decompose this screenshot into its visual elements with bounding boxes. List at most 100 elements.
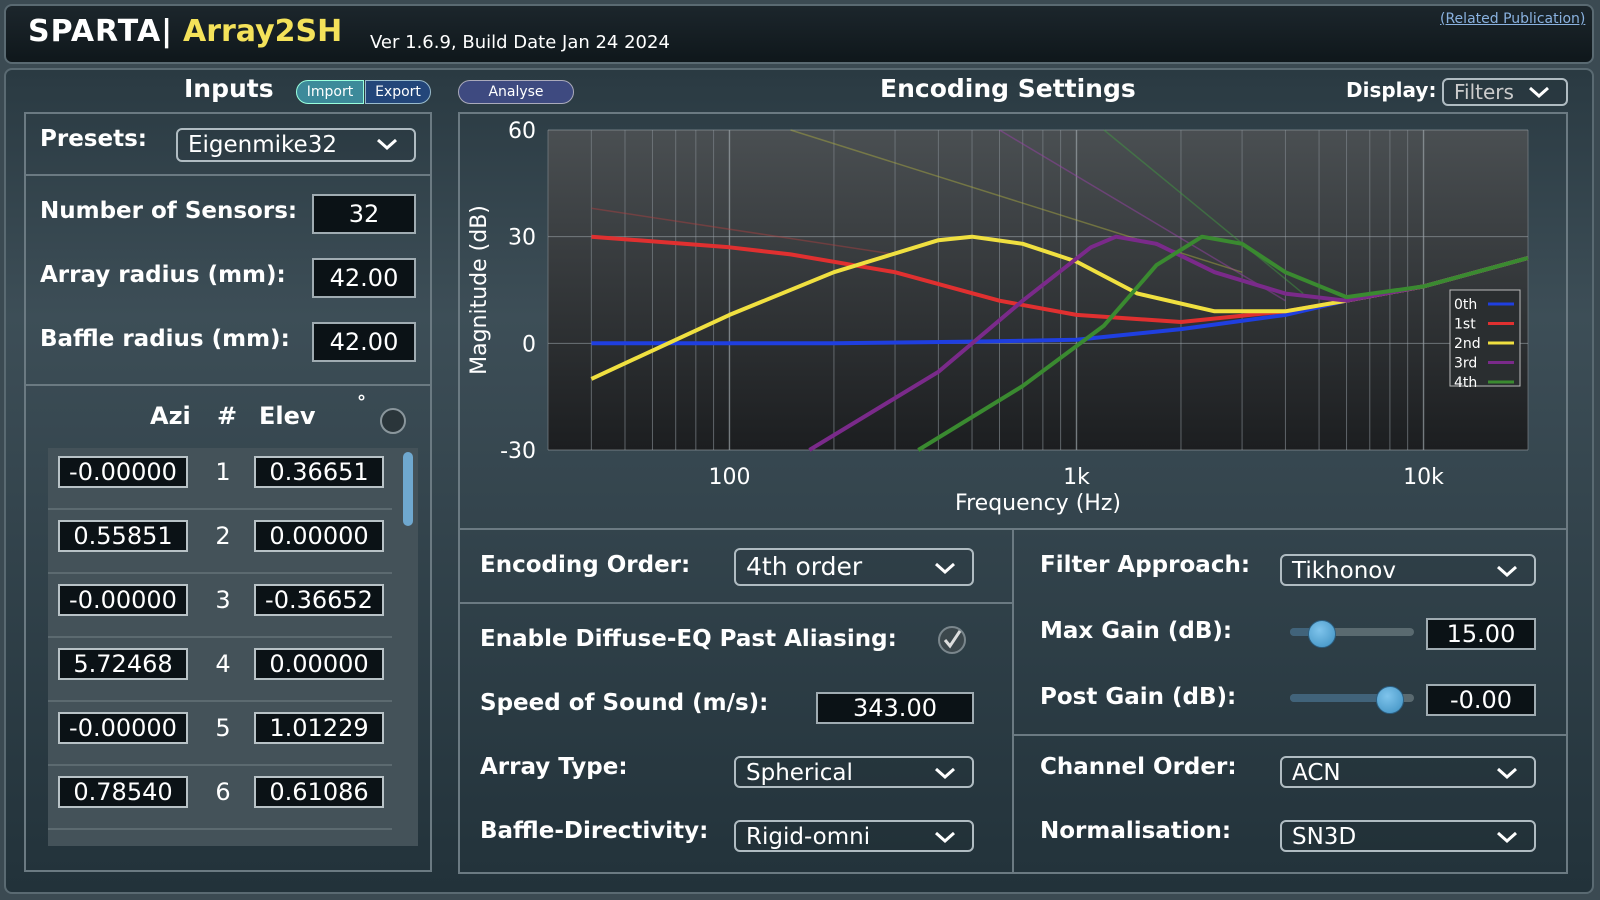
sensor-elev-field[interactable]: 1.01229: [254, 712, 384, 744]
baffle-directivity-dropdown[interactable]: Rigid-omni: [734, 820, 974, 852]
sensor-elev-field[interactable]: -0.36652: [254, 584, 384, 616]
sensor-index: 1: [215, 458, 231, 486]
sensor-row: -0.00000 1 0.36651: [48, 456, 392, 510]
array-radius-field[interactable]: 42.00: [312, 258, 416, 298]
row-divider: [48, 572, 392, 574]
normalisation-value: SN3D: [1292, 824, 1357, 850]
legend-box: [1449, 289, 1521, 387]
sensor-elev-field[interactable]: 0.36651: [254, 456, 384, 488]
sensor-elev-field[interactable]: 0.00000: [254, 520, 384, 552]
sensor-list[interactable]: -0.00000 1 0.36651 0.55851 2 0.00000 -0.00000 3…: [48, 448, 418, 846]
normalisation-dropdown[interactable]: SN3D: [1280, 820, 1536, 852]
chevron-down-icon: [935, 767, 955, 779]
asymptote-line: [591, 207, 896, 256]
channel-order-value: ACN: [1292, 760, 1341, 786]
sensor-azi-field[interactable]: -0.00000: [58, 712, 188, 744]
max-gain-slider[interactable]: [1290, 628, 1414, 636]
sensor-azi-field[interactable]: 0.55851: [58, 520, 188, 552]
degree-toggle-label: °: [357, 392, 366, 413]
asymptote-line: [999, 129, 1286, 302]
plot-grid: [547, 129, 1529, 451]
series-line-4th: [917, 234, 1529, 452]
display-value: Filters: [1454, 80, 1514, 104]
max-gain-slider-fill: [1290, 628, 1321, 636]
chevron-down-icon: [1497, 767, 1517, 779]
degree-toggle-radio[interactable]: [380, 408, 406, 434]
encoding-order-dropdown[interactable]: 4th order: [734, 548, 974, 586]
chevron-down-icon: [1529, 86, 1549, 98]
display-label: Display:: [1346, 78, 1437, 102]
sensor-index: 3: [215, 586, 231, 614]
encoding-order-value: 4th order: [746, 552, 863, 581]
legend-label: 1st: [1454, 317, 1476, 333]
y-tick-label: 0: [522, 332, 536, 357]
max-gain-label: Max Gain (dB):: [1040, 618, 1233, 644]
chevron-down-icon: [935, 831, 955, 843]
speed-of-sound-field[interactable]: 343.00: [816, 692, 974, 724]
analyse-button[interactable]: Analyse: [458, 80, 574, 104]
sensor-table-panel: [24, 384, 432, 872]
chevron-down-icon: [377, 138, 397, 150]
baffle-radius-label: Baffle radius (mm):: [40, 326, 290, 352]
related-publication-link[interactable]: (Related Publication): [1440, 11, 1586, 27]
title-bar: [4, 4, 1594, 64]
array-radius-label: Array radius (mm):: [40, 262, 286, 288]
chevron-down-icon: [1497, 831, 1517, 843]
version-label: Ver 1.6.9, Build Date Jan 24 2024: [370, 32, 670, 53]
sensor-azi-field[interactable]: 0.78540: [58, 776, 188, 808]
app-title-plugin: Array2SH: [183, 14, 343, 49]
x-tick-label: 100: [708, 465, 750, 490]
channel-order-dropdown[interactable]: ACN: [1280, 756, 1536, 788]
asymptote-line: [1103, 129, 1304, 295]
max-gain-field[interactable]: 15.00: [1426, 618, 1536, 650]
plot-legend: 0th 1st 2nd 3rd 4th: [1449, 289, 1521, 391]
sensor-index: 6: [215, 778, 231, 806]
display-dropdown[interactable]: Filters: [1442, 78, 1568, 106]
legend-label: 4th: [1454, 375, 1477, 391]
max-gain-slider-thumb[interactable]: [1308, 620, 1336, 648]
chevron-down-icon: [935, 562, 955, 574]
sensor-row: -0.00000 3 -0.36652: [48, 584, 392, 638]
sensor-azi-field[interactable]: -0.00000: [58, 456, 188, 488]
index-header: #: [217, 402, 238, 430]
post-gain-slider-thumb[interactable]: [1376, 686, 1405, 714]
array-type-label: Array Type:: [480, 754, 628, 780]
presets-dropdown[interactable]: Eigenmike32: [176, 128, 416, 162]
baffle-radius-field[interactable]: 42.00: [312, 322, 416, 362]
post-gain-field[interactable]: -0.00: [1426, 684, 1536, 716]
import-button[interactable]: Import: [296, 80, 364, 104]
inputs-heading: Inputs: [184, 74, 274, 103]
series-line-3rd: [808, 234, 1529, 452]
filter-approach-dropdown[interactable]: Tikhonov: [1280, 554, 1536, 586]
num-sensors-field[interactable]: 32: [312, 194, 416, 234]
filter-approach-label: Filter Approach:: [1040, 552, 1251, 578]
array-type-value: Spherical: [746, 760, 853, 786]
array-type-dropdown[interactable]: Spherical: [734, 756, 974, 788]
legend-label: 0th: [1454, 297, 1477, 313]
post-gain-slider-fill: [1290, 694, 1390, 702]
baffle-directivity-value: Rigid-omni: [746, 824, 871, 850]
legend-label: 3rd: [1454, 356, 1477, 372]
legend-label: 2nd: [1454, 336, 1481, 352]
sensor-row: 0.55851 2 0.00000: [48, 520, 392, 574]
row-divider: [48, 508, 392, 510]
export-button[interactable]: Export: [365, 80, 431, 104]
y-tick-label: 30: [508, 226, 536, 251]
sensor-row: 5.72468 4 0.00000: [48, 648, 392, 702]
plot-series: [590, 129, 1529, 452]
filter-approach-value: Tikhonov: [1292, 558, 1396, 584]
sensor-index: 5: [215, 714, 231, 742]
sensor-elev-field[interactable]: 0.00000: [254, 648, 384, 680]
sensor-azi-field[interactable]: -0.00000: [58, 584, 188, 616]
output-format-panel: [1012, 734, 1568, 874]
speed-of-sound-label: Speed of Sound (m/s):: [480, 690, 769, 716]
normalisation-label: Normalisation:: [1040, 818, 1232, 844]
sensor-elev-field[interactable]: 0.61086: [254, 776, 384, 808]
num-sensors-label: Number of Sensors:: [40, 198, 298, 224]
elev-header: Elev: [259, 402, 316, 430]
presets-value: Eigenmike32: [188, 132, 337, 158]
sensor-azi-field[interactable]: 5.72468: [58, 648, 188, 680]
sensor-list-scrollbar[interactable]: [403, 452, 413, 526]
diffuse-eq-checkbox[interactable]: [938, 626, 966, 654]
encoding-settings-heading: Encoding Settings: [880, 74, 1136, 103]
